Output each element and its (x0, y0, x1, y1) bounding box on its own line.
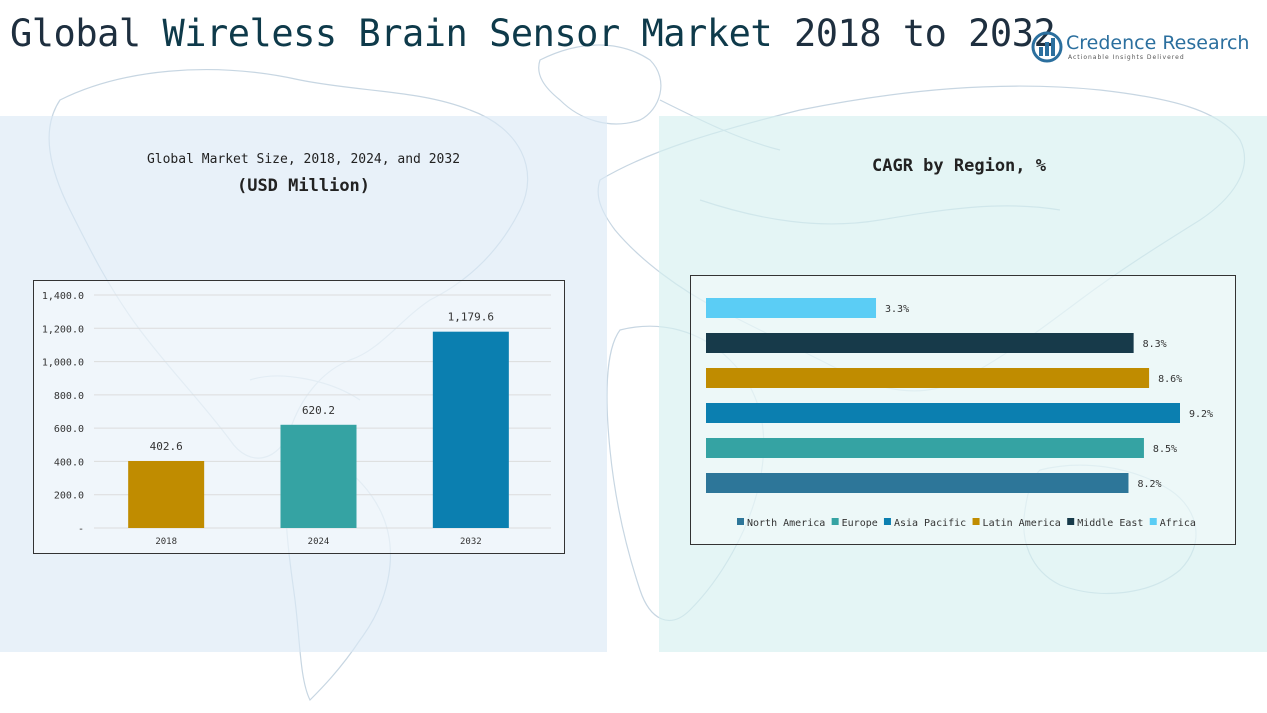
legend-swatch (1067, 518, 1075, 525)
y-tick-label: 400.0 (54, 457, 84, 468)
bar-europe (706, 438, 1144, 458)
market-size-chart-title: Global Market Size, 2018, 2024, and 2032 (146, 152, 461, 167)
bar-value-label: 8.6% (1158, 374, 1182, 385)
legend-label: Asia Pacific (894, 518, 966, 529)
x-tick-label: 2018 (155, 537, 177, 547)
legend-swatch (737, 518, 744, 525)
y-tick-label: 1,200.0 (42, 324, 84, 335)
legend-label: North America (747, 518, 825, 529)
bar-north-america (706, 473, 1129, 493)
legend-swatch (883, 518, 891, 525)
legend-label: Latin America (983, 518, 1061, 529)
cagr-horizontal-bar-chart: 3.3% 8.3% 8.6% 9.2% 8.5% 8.2% North America Eur… (706, 298, 1213, 529)
bar-asia-pacific (706, 403, 1180, 423)
legend-swatch (972, 518, 980, 525)
credence-research-logo: Credence Research Actionable Insights De… (1030, 30, 1249, 70)
y-tick-label: 1,000.0 (42, 358, 84, 369)
cagr-chart-frame: 3.3% 8.3% 8.6% 9.2% 8.5% 8.2% North America Eur… (690, 275, 1236, 545)
x-tick-label: 2024 (308, 537, 330, 547)
y-tick-label: 1,400.0 (42, 291, 84, 302)
bar-value-label: 402.6 (150, 440, 183, 453)
y-tick-label: 800.0 (54, 391, 84, 402)
market-size-bar-chart: - 200.0 400.0 600.0 800.0 1,000.0 1,200.0 1,400… (42, 291, 551, 547)
bar-africa (706, 298, 877, 318)
bar-value-label: 8.2% (1137, 479, 1161, 490)
bar-middle-east (706, 333, 1134, 353)
market-size-chart-frame: - 200.0 400.0 600.0 800.0 1,000.0 1,200.0 1,400… (33, 280, 565, 554)
y-tick-label: 200.0 (54, 491, 84, 502)
y-tick-label: - (78, 524, 84, 535)
cagr-chart-title: CAGR by Region, % (872, 156, 1046, 176)
bar-value-label: 1,179.6 (448, 311, 494, 324)
legend-swatch (1149, 518, 1157, 525)
bar-value-label: 3.3% (885, 304, 909, 315)
bar-2018 (128, 460, 205, 528)
y-tick-label: 600.0 (54, 424, 84, 435)
logo-tagline: Actionable Insights Delivered (1068, 54, 1185, 61)
bar-2024 (280, 424, 357, 528)
logo-icon (1031, 31, 1063, 63)
page-title: Global Wireless Brain Sensor Market 2018… (10, 12, 1056, 55)
bar-latin-america (706, 368, 1150, 388)
bar-value-label: 8.5% (1153, 444, 1177, 455)
x-tick-label: 2032 (460, 537, 482, 547)
bar-2032 (432, 331, 509, 528)
market-size-chart-subtitle: (USD Million) (236, 176, 371, 196)
logo-name: Credence Research (1066, 32, 1250, 54)
legend-label: Africa (1160, 518, 1196, 529)
bar-value-label: 9.2% (1189, 409, 1213, 420)
bar-value-label: 620.2 (302, 404, 335, 417)
legend-label: Europe (842, 518, 878, 529)
bar-value-label: 8.3% (1143, 339, 1167, 350)
legend-swatch (831, 518, 839, 525)
legend-label: Middle East (1077, 518, 1143, 529)
